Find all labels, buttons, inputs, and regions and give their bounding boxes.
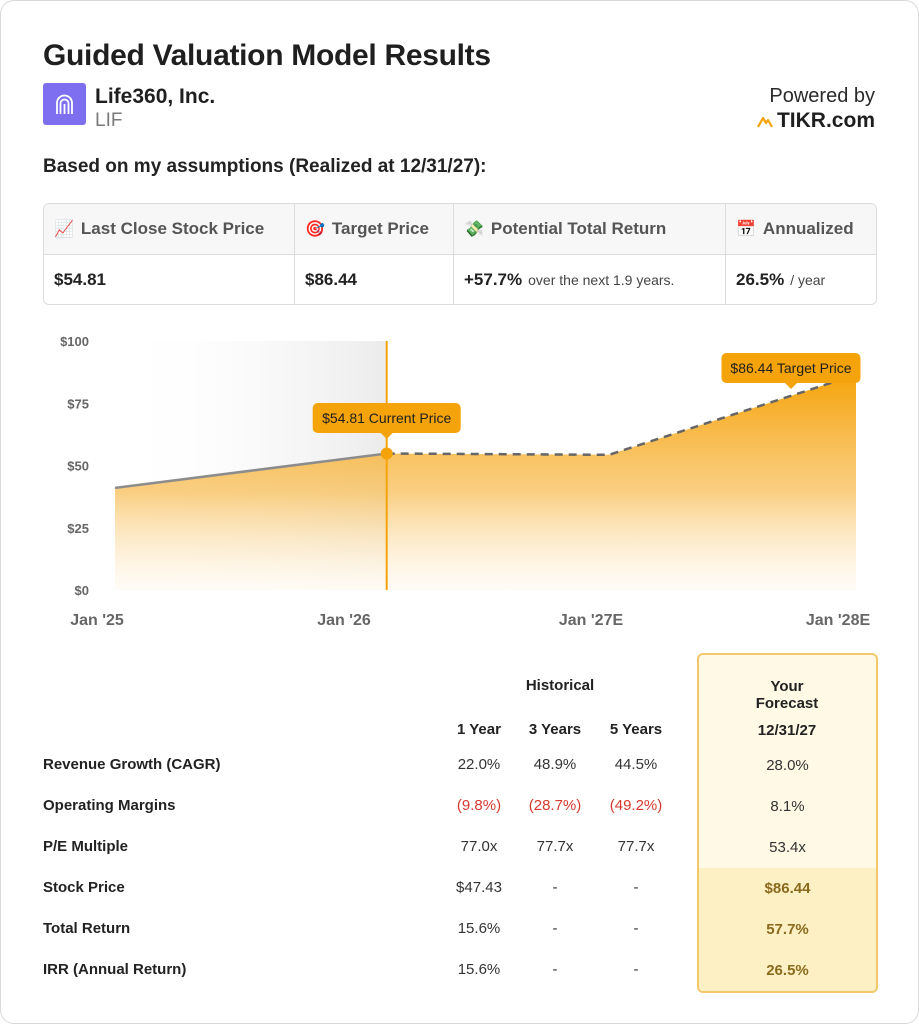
column-header: 5 Years xyxy=(609,721,663,738)
page-title: Guided Valuation Model Results xyxy=(43,39,491,72)
last-close-label: Last Close Stock Price xyxy=(80,219,265,238)
historical-header: Historical xyxy=(525,677,595,694)
target-icon: 🎯 xyxy=(305,221,325,238)
current-price-label-pointer xyxy=(380,433,393,439)
y-tick-label: $100 xyxy=(60,334,89,349)
y-tick-label: $75 xyxy=(67,396,89,411)
row-label: P/E Multiple xyxy=(43,838,129,855)
target-price-label: Target Price xyxy=(331,219,429,238)
row-label: Total Return xyxy=(43,920,131,937)
table-cell: - xyxy=(552,961,558,978)
y-tick-label: $50 xyxy=(67,459,89,474)
target-price-value: $86.44 xyxy=(305,270,357,289)
column-header: 1 Year xyxy=(457,721,501,738)
table-cell: 22.0% xyxy=(457,756,501,773)
annualized-value: 26.5% xyxy=(736,270,785,289)
target-price-label-pointer xyxy=(785,383,797,389)
y-axis-ticks: $100 $75 $50 $25 $0 xyxy=(60,334,89,598)
x-tick-label: Jan '28E xyxy=(806,612,871,629)
annualized-note: / year xyxy=(790,272,826,288)
ticker-symbol: LIF xyxy=(95,110,123,131)
historical-line xyxy=(114,452,387,490)
table-cell: 77.7x xyxy=(617,838,655,855)
calendar-icon: 📅 xyxy=(736,221,756,238)
price-chart: $100$75$50$25$0 Jan '25 Jan '26 Jan '27E Ja… xyxy=(60,334,870,629)
row-label: Operating Margins xyxy=(43,797,176,814)
forecast-cell: 26.5% xyxy=(766,962,809,979)
column-header: 3 Years xyxy=(528,721,582,738)
y-tick-label: $0 xyxy=(75,583,89,598)
row-label: IRR (Annual Return) xyxy=(43,961,187,978)
forecast-cell: 8.1% xyxy=(770,798,805,815)
forecast-cell: $86.44 xyxy=(764,880,811,897)
price-area xyxy=(115,374,856,590)
x-tick-label: Jan '26 xyxy=(317,612,371,629)
target-price-label-text: $86.44 Target Price xyxy=(730,360,851,376)
table-cell: 44.5% xyxy=(614,756,658,773)
forecast-column-box xyxy=(697,653,878,993)
row-label: Revenue Growth (CAGR) xyxy=(43,756,221,773)
total-return-label: Potential Total Return xyxy=(490,219,667,238)
total-return-column: 💸 Potential Total Return +57.7% over the n… xyxy=(454,204,726,304)
brand-name: TIKR.com xyxy=(776,109,875,132)
total-return-value: +57.7% xyxy=(464,270,523,289)
annualized-column: 📅 Annualized 26.5% / year xyxy=(726,204,876,304)
company-logo xyxy=(43,83,86,125)
brand-link[interactable]: TIKR.com xyxy=(757,109,875,133)
total-return-note: over the next 1.9 years. xyxy=(528,272,675,288)
current-price-label-bubble xyxy=(312,403,461,433)
table-cell: (28.7%) xyxy=(528,797,582,814)
current-price-label: $54.81 Current Price xyxy=(312,403,461,439)
x-axis-ticks: Jan '25 Jan '26 Jan '27E Jan '28E xyxy=(70,612,870,629)
money-wings-icon: 💸 xyxy=(464,221,484,238)
table-cell: 15.6% xyxy=(457,961,501,978)
forecast-cell: 53.4x xyxy=(769,839,806,856)
target-price-column: 🎯 Target Price $86.44 xyxy=(295,204,454,304)
table-cell: (49.2%) xyxy=(609,797,663,814)
company-name: Life360, Inc. xyxy=(95,85,216,108)
chart-series xyxy=(114,341,857,590)
table-cell: - xyxy=(633,961,639,978)
last-close-value: $54.81 xyxy=(54,270,106,289)
forecast-line xyxy=(386,373,857,457)
tikr-logo-icon xyxy=(757,116,773,128)
forecast-cell: 28.0% xyxy=(766,757,809,774)
table-cell: 48.9% xyxy=(533,756,577,773)
chart-annotations: $54.81 Current Price $86.44 Target Price xyxy=(312,353,861,439)
annualized-label: Annualized xyxy=(762,219,854,238)
table-cell: 15.6% xyxy=(457,920,501,937)
forecast-results-shade xyxy=(699,868,876,991)
table-cell: (9.8%) xyxy=(456,797,502,814)
table-cell: - xyxy=(633,879,639,896)
forecast-date-header: 12/31/27 xyxy=(757,722,817,739)
forecast-cell: 57.7% xyxy=(766,921,809,938)
row-label: Stock Price xyxy=(43,879,125,896)
current-price-point xyxy=(380,447,393,460)
forecast-header: Your Forecast xyxy=(755,678,819,712)
last-close-column: 📈 Last Close Stock Price $54.81 xyxy=(44,204,295,304)
table-cell: - xyxy=(552,879,558,896)
target-price-label-bubble xyxy=(721,353,861,383)
target-price-label: $86.44 Target Price xyxy=(721,353,861,389)
table-cell: 77.7x xyxy=(536,838,574,855)
chart-increasing-icon: 📈 xyxy=(54,221,74,238)
current-price-label-text: $54.81 Current Price xyxy=(322,410,451,426)
table-cell: - xyxy=(552,920,558,937)
powered-by-label: Powered by xyxy=(769,85,875,107)
assumptions-subtitle: Based on my assumptions (Realized at 12/… xyxy=(43,156,487,177)
x-tick-label: Jan '27E xyxy=(559,612,624,629)
table-cell: 77.0x xyxy=(460,838,498,855)
x-tick-label: Jan '25 xyxy=(70,612,124,629)
table-cell: - xyxy=(633,920,639,937)
y-tick-label: $25 xyxy=(67,521,89,536)
summary-table: 📈 Last Close Stock Price $54.81 🎯 Target P… xyxy=(43,203,877,305)
table-cell: $47.43 xyxy=(456,879,502,896)
